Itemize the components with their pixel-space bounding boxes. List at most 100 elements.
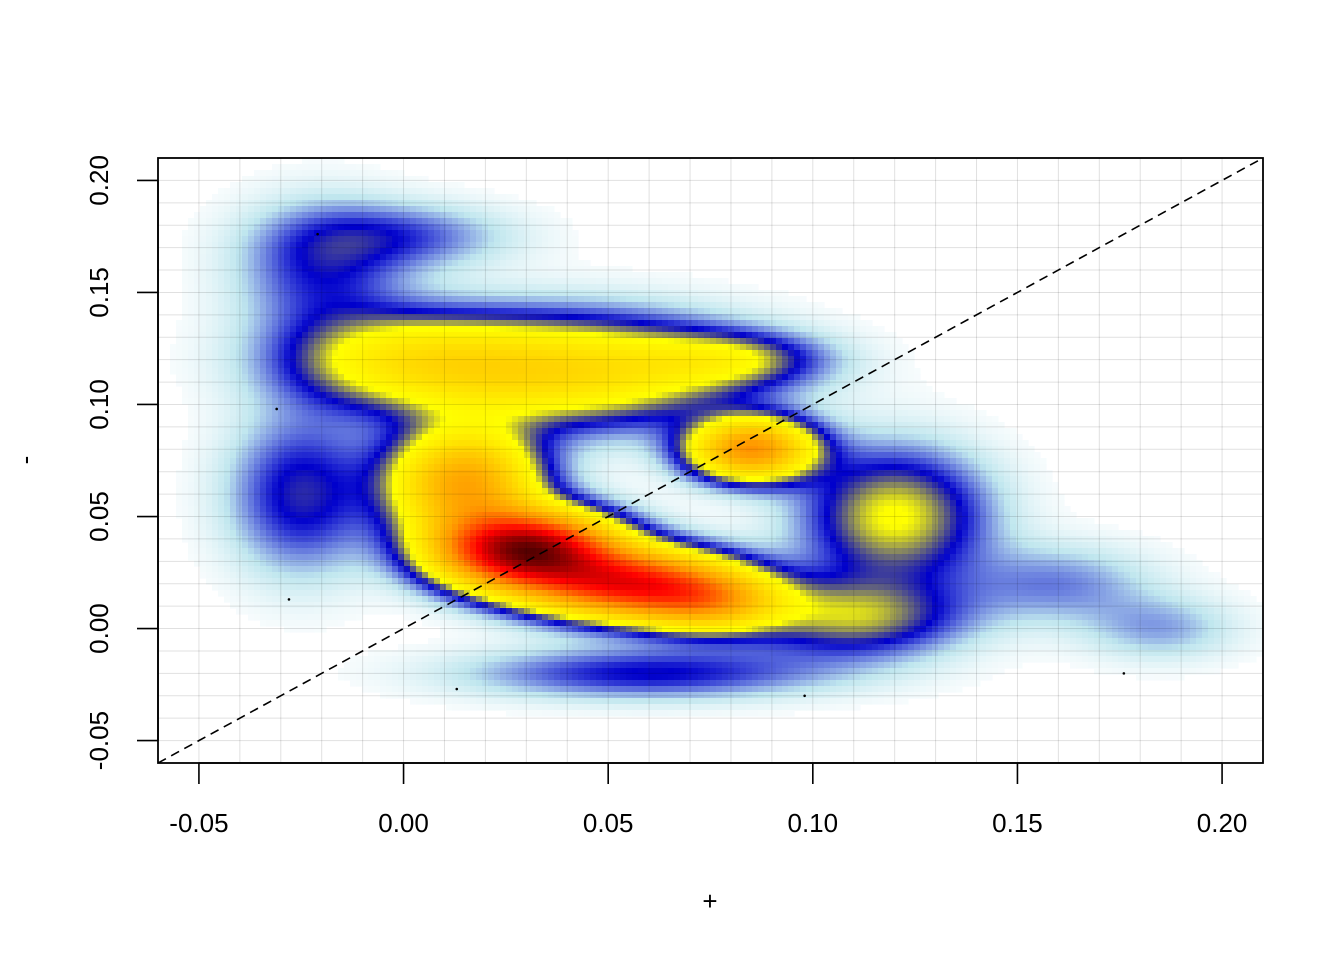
heat-cell xyxy=(734,386,741,393)
heat-cell xyxy=(632,434,639,441)
heat-cell xyxy=(446,410,453,417)
heat-cell xyxy=(332,278,339,285)
heat-cell xyxy=(572,290,579,297)
heat-cell xyxy=(854,398,861,405)
heat-cell xyxy=(458,398,465,405)
heat-cell xyxy=(182,446,189,453)
heat-cell xyxy=(308,404,315,411)
heat-cell xyxy=(212,458,219,465)
heat-cell xyxy=(638,350,645,357)
heat-cell xyxy=(530,428,537,435)
heat-cell xyxy=(488,380,495,387)
heat-cell xyxy=(896,404,903,411)
heat-cell xyxy=(398,380,405,387)
heat-cell xyxy=(740,308,747,315)
heat-cell xyxy=(614,404,621,411)
heat-cell xyxy=(446,290,453,297)
heat-cell xyxy=(650,338,657,345)
heat-cell xyxy=(740,458,747,465)
heat-cell xyxy=(476,362,483,369)
heat-cell xyxy=(656,302,663,309)
heat-cell xyxy=(320,440,327,447)
heat-cell xyxy=(332,290,339,297)
heat-cell xyxy=(206,428,213,435)
heat-cell xyxy=(512,368,519,375)
heat-cell xyxy=(350,428,357,435)
heat-cell xyxy=(650,374,657,381)
heat-cell xyxy=(248,278,255,285)
heat-cell xyxy=(572,446,579,453)
heat-cell xyxy=(476,260,483,267)
heat-cell xyxy=(428,200,435,207)
heat-cell xyxy=(926,428,933,435)
heat-cell xyxy=(230,422,237,429)
heat-cell xyxy=(500,278,507,285)
heat-cell xyxy=(914,440,921,447)
heat-cell xyxy=(560,404,567,411)
heat-cell xyxy=(188,242,195,249)
heat-cell xyxy=(392,296,399,303)
heat-cell xyxy=(722,452,729,459)
heat-cell xyxy=(446,362,453,369)
heat-cell xyxy=(752,344,759,351)
heat-cell xyxy=(278,350,285,357)
heat-cell xyxy=(746,362,753,369)
heat-cell xyxy=(452,254,459,261)
heat-cell xyxy=(410,374,417,381)
heat-cell xyxy=(470,290,477,297)
heat-cell xyxy=(494,440,501,447)
heat-cell xyxy=(512,320,519,327)
heat-cell xyxy=(206,344,213,351)
heat-cell xyxy=(344,368,351,375)
heat-cell xyxy=(674,452,681,459)
heat-cell xyxy=(620,332,627,339)
heat-cell xyxy=(326,452,333,459)
heat-cell xyxy=(464,374,471,381)
heat-cell xyxy=(896,410,903,417)
heat-cell xyxy=(422,392,429,399)
heat-cell xyxy=(368,374,375,381)
heat-cell xyxy=(800,314,807,321)
heat-cell xyxy=(302,182,309,189)
heat-cell xyxy=(488,326,495,333)
heat-cell xyxy=(632,338,639,345)
heat-cell xyxy=(938,458,945,465)
heat-cell xyxy=(284,164,291,171)
heat-cell xyxy=(830,314,837,321)
heat-cell xyxy=(698,302,705,309)
heat-cell xyxy=(872,458,879,465)
heat-cell xyxy=(878,458,885,465)
heat-cell xyxy=(200,362,207,369)
heat-cell xyxy=(224,224,231,231)
heat-cell xyxy=(182,338,189,345)
heat-cell xyxy=(278,344,285,351)
heat-cell xyxy=(440,224,447,231)
heat-cell xyxy=(194,326,201,333)
heat-cell xyxy=(362,290,369,297)
heat-cell xyxy=(338,194,345,201)
heat-cell xyxy=(188,416,195,423)
heat-cell xyxy=(260,170,267,177)
heat-cell xyxy=(356,362,363,369)
heat-cell xyxy=(854,350,861,357)
heat-cell xyxy=(794,308,801,315)
heat-cell xyxy=(704,302,711,309)
heat-cell xyxy=(404,416,411,423)
heat-cell xyxy=(200,278,207,285)
heat-cell xyxy=(494,266,501,273)
heat-cell xyxy=(296,452,303,459)
heat-cell xyxy=(560,422,567,429)
heat-cell xyxy=(830,332,837,339)
heat-cell xyxy=(500,374,507,381)
heat-cell xyxy=(494,260,501,267)
heat-cell xyxy=(380,440,387,447)
heat-cell xyxy=(500,404,507,411)
heat-cell xyxy=(896,362,903,369)
heat-cell xyxy=(680,284,687,291)
heat-cell xyxy=(392,182,399,189)
heat-cell xyxy=(230,416,237,423)
heat-cell xyxy=(506,440,513,447)
heat-cell xyxy=(488,254,495,261)
heat-cell xyxy=(458,194,465,201)
heat-cell xyxy=(278,422,285,429)
